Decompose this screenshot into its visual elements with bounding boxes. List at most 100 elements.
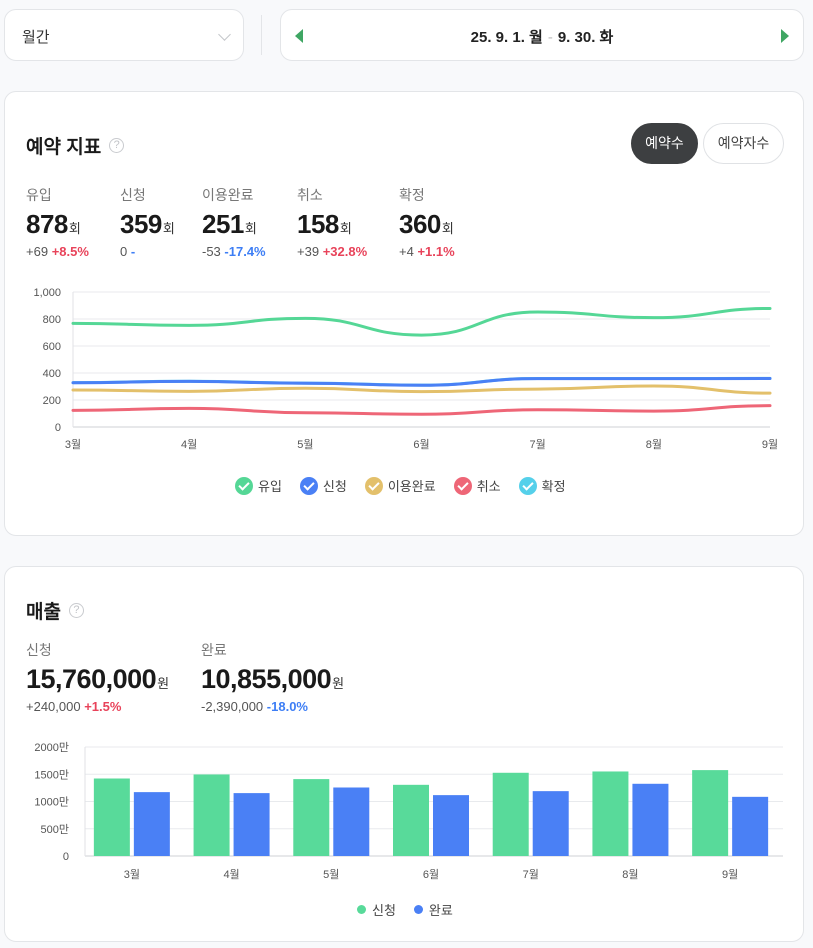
- legend-item-3[interactable]: 취소: [453, 476, 501, 495]
- metric-delta: -53 -17.4%: [202, 244, 266, 259]
- metric-3: 취소 158회 +39 +32.8%: [297, 185, 367, 259]
- svg-text:600: 600: [43, 341, 61, 353]
- metric-number: 251: [202, 209, 244, 239]
- svg-text:4월: 4월: [181, 438, 197, 451]
- svg-text:2000만: 2000만: [34, 741, 69, 754]
- svg-text:1,000: 1,000: [33, 287, 61, 299]
- legend-label: 완료: [428, 903, 453, 918]
- metric-delta: 0 -: [120, 244, 174, 259]
- date-range-text[interactable]: 25. 9. 1. 월 -9. 30. 화: [281, 26, 803, 47]
- svg-text:8월: 8월: [646, 438, 662, 451]
- checkbox-icon: [453, 476, 472, 495]
- svg-text:3월: 3월: [124, 868, 140, 881]
- reservation-title: 예약 지표 ?: [26, 132, 125, 159]
- metric-1: 신청 359회 0 -: [120, 185, 175, 259]
- metric-unit: 회: [162, 221, 175, 236]
- metric-delta-abs: +4: [399, 244, 414, 259]
- legend-item-4[interactable]: 확정: [518, 476, 566, 495]
- next-period-button[interactable]: [781, 29, 789, 43]
- metric-number: 15,760,000: [26, 664, 157, 694]
- svg-text:9월: 9월: [762, 438, 778, 451]
- metric-delta-abs: -2,390,000: [201, 699, 264, 714]
- period-select[interactable]: 월간: [4, 9, 244, 61]
- date-range-picker: 25. 9. 1. 월 -9. 30. 화: [280, 9, 804, 61]
- svg-text:500만: 500만: [41, 823, 69, 836]
- legend-label: 취소: [476, 479, 501, 494]
- svg-text:7월: 7월: [530, 438, 546, 451]
- metric-4: 확정 360회 +4 +1.1%: [399, 185, 455, 259]
- metric-delta: +240,000 +1.5%: [26, 699, 169, 714]
- svg-text:1000만: 1000만: [34, 796, 69, 809]
- metric-delta: +4 +1.1%: [399, 244, 455, 259]
- legend-label: 확정: [541, 479, 566, 494]
- svg-text:0: 0: [55, 422, 61, 434]
- svg-text:6월: 6월: [413, 438, 429, 451]
- metric-delta-pct: -: [130, 244, 136, 259]
- legend-item-1[interactable]: 신청: [299, 476, 347, 495]
- legend-label: 유입: [258, 479, 282, 494]
- reservation-chart-legend: 유입 신청 이용완료 취소 확정: [235, 476, 584, 495]
- svg-text:9월: 9월: [722, 868, 738, 881]
- metric-number: 360: [399, 209, 441, 239]
- metric-delta-abs: +39: [297, 244, 320, 259]
- legend-label: 신청: [372, 903, 396, 918]
- help-icon[interactable]: ?: [109, 138, 125, 153]
- svg-text:5월: 5월: [297, 438, 313, 451]
- metric-unit: 원: [157, 676, 169, 691]
- toggle-reservation-count[interactable]: 예약수: [631, 123, 698, 164]
- reservation-metrics-card: 예약 지표 ? 예약수 예약자수 유입 878회 +69 +8.5% 신청 359회 0 …: [4, 91, 804, 536]
- metric-number: 359: [120, 209, 162, 239]
- legend-item-0[interactable]: 유입: [235, 476, 282, 495]
- legend-item-1[interactable]: 완료: [413, 900, 453, 919]
- metric-label: 유입: [26, 187, 52, 203]
- svg-text:8월: 8월: [622, 868, 638, 881]
- metric-delta-pct: -18.0%: [266, 699, 308, 714]
- metric-value: 158회: [297, 209, 367, 240]
- svg-text:800: 800: [43, 314, 61, 326]
- metric-delta-pct: +1.5%: [84, 699, 122, 714]
- metric-1: 완료 10,855,000원 -2,390,000 -18.0%: [201, 640, 344, 714]
- metric-label: 취소: [297, 187, 323, 203]
- legend-dot-icon: [413, 905, 423, 914]
- svg-text:3월: 3월: [65, 438, 81, 451]
- metric-unit: 회: [244, 221, 257, 236]
- svg-text:0: 0: [63, 851, 69, 863]
- legend-item-0[interactable]: 신청: [357, 900, 396, 919]
- metric-label: 신청: [120, 187, 146, 203]
- sales-bar-chart: 0 500만 1000만 1500만 2000만 3월 4월 5월 6월 7월 8월 9월: [34, 741, 783, 881]
- metric-value: 10,855,000원: [201, 664, 344, 695]
- svg-text:200: 200: [43, 395, 61, 407]
- metric-0: 유입 878회 +69 +8.5%: [26, 185, 89, 259]
- metric-delta: -2,390,000 -18.0%: [201, 699, 344, 714]
- metric-label: 이용완료: [202, 187, 254, 203]
- sales-title: 매출 ?: [26, 597, 84, 624]
- metric-delta: +69 +8.5%: [26, 244, 89, 259]
- metric-delta-pct: +32.8%: [322, 244, 368, 259]
- metric-label: 확정: [399, 187, 425, 203]
- checkbox-icon: [299, 476, 318, 495]
- metric-delta: +39 +32.8%: [297, 244, 367, 259]
- prev-period-button[interactable]: [295, 29, 303, 43]
- legend-item-2[interactable]: 이용완료: [364, 476, 436, 495]
- svg-text:1500만: 1500만: [34, 768, 69, 781]
- reservation-line-chart: 0 200 400 600 800 1,000 3월 4월 5월 6월 7월 8월 9월: [33, 287, 778, 451]
- metric-value: 359회: [120, 209, 175, 240]
- toggle-reserver-count[interactable]: 예약자수: [703, 123, 784, 164]
- metric-2: 이용완료 251회 -53 -17.4%: [202, 185, 266, 259]
- legend-label: 이용완료: [387, 479, 436, 494]
- legend-label: 신청: [322, 479, 347, 494]
- help-icon[interactable]: ?: [68, 603, 84, 618]
- checkbox-icon: [235, 476, 253, 495]
- sales-title-text: 매출: [26, 602, 61, 623]
- metric-unit: 원: [332, 676, 344, 691]
- metric-delta-pct: -17.4%: [224, 244, 266, 259]
- divider: [261, 15, 262, 55]
- svg-text:4월: 4월: [223, 868, 239, 881]
- metric-number: 10,855,000: [201, 664, 332, 694]
- period-select-value: 월간: [22, 29, 50, 46]
- checkbox-icon: [364, 476, 383, 495]
- metric-number: 158: [297, 209, 339, 239]
- metric-value: 360회: [399, 209, 455, 240]
- checkbox-icon: [518, 476, 537, 495]
- metric-delta-pct: +1.1%: [417, 244, 455, 259]
